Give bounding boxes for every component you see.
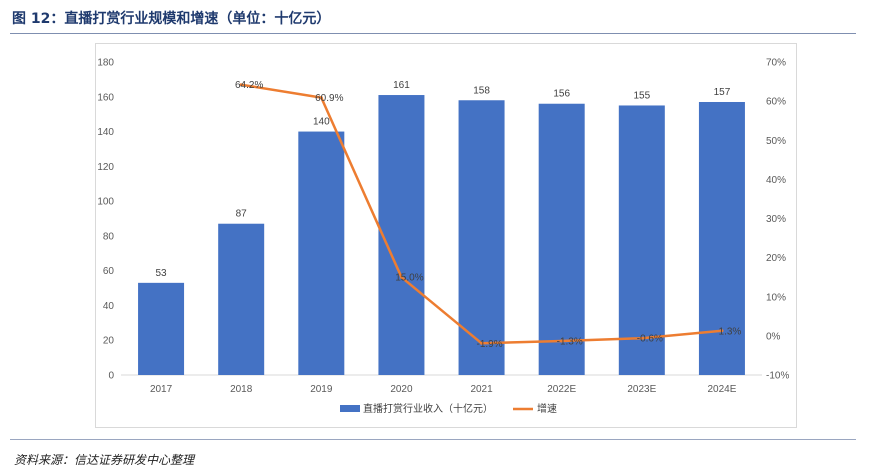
growth-value-label: 15.0% [395, 273, 423, 284]
y-right-tick-label: 0% [766, 331, 781, 342]
y-left-tick-label: 0 [108, 371, 114, 382]
x-tick-label: 2020 [390, 384, 413, 395]
x-tick-label: 2018 [230, 384, 253, 395]
y-right-tick-label: 50% [766, 136, 786, 147]
bar-value-label: 156 [553, 89, 570, 100]
x-tick-label: 2023E [627, 384, 656, 395]
y-right-tick-label: 10% [766, 292, 786, 303]
y-left-tick-label: 120 [97, 162, 114, 173]
bar-value-label: 140 [313, 117, 330, 128]
title-divider [10, 33, 856, 34]
growth-point [319, 96, 323, 100]
x-tick-label: 2017 [150, 384, 173, 395]
chart-area [95, 43, 797, 428]
y-right-tick-label: 40% [766, 175, 786, 186]
bar [138, 282, 185, 375]
growth-point [560, 339, 564, 343]
y-left-tick-label: 40 [103, 301, 115, 312]
growth-point [720, 329, 724, 333]
growth-value-label: -1.3% [557, 336, 583, 347]
y-left-tick-label: 60 [103, 266, 115, 277]
y-left-tick-label: 140 [97, 127, 114, 138]
growth-value-label: -1.9% [477, 339, 503, 350]
bar [538, 103, 585, 375]
y-left-tick-label: 180 [97, 58, 114, 69]
bar [618, 105, 665, 375]
x-tick-label: 2022E [547, 384, 576, 395]
y-left-tick-label: 100 [97, 197, 114, 208]
x-tick-label: 2019 [310, 384, 333, 395]
bar [218, 223, 265, 375]
x-tick-label: 2021 [470, 384, 493, 395]
growth-value-label: 1.3% [719, 326, 742, 337]
bar-value-label: 161 [393, 80, 410, 91]
source-note: 资料来源：信达证券研发中心整理 [14, 453, 195, 467]
figure-title: 图 12：直播打赏行业规模和增速（单位：十亿元） [12, 11, 331, 27]
growth-value-label: 64.2% [235, 80, 263, 91]
growth-point [640, 336, 644, 340]
growth-point [239, 83, 243, 87]
growth-point [480, 341, 484, 345]
bar [378, 95, 425, 376]
legend-line-label: 增速 [537, 402, 557, 415]
growth-value-label: -0.6% [637, 334, 663, 345]
growth-point [399, 275, 403, 279]
bar-value-label: 53 [156, 268, 168, 279]
y-right-tick-label: 60% [766, 97, 786, 108]
y-right-tick-label: 70% [766, 58, 786, 69]
y-right-tick-label: 20% [766, 253, 786, 264]
bar-value-label: 155 [633, 90, 650, 101]
bar-value-label: 157 [714, 87, 731, 98]
bar-value-label: 87 [236, 209, 248, 220]
y-left-tick-label: 20 [103, 336, 115, 347]
x-tick-label: 2024E [707, 384, 736, 395]
y-right-tick-label: -10% [766, 371, 789, 382]
y-left-tick-label: 80 [103, 231, 115, 242]
legend-bar-swatch [340, 405, 360, 412]
bar [458, 100, 505, 375]
bar-value-label: 158 [473, 85, 490, 96]
y-right-tick-label: 30% [766, 214, 786, 225]
source-divider [10, 439, 856, 440]
bar [298, 131, 345, 375]
y-left-tick-label: 160 [97, 92, 114, 103]
legend-bar-label: 直播打赏行业收入（十亿元） [363, 402, 493, 415]
growth-value-label: 60.9% [315, 93, 343, 104]
